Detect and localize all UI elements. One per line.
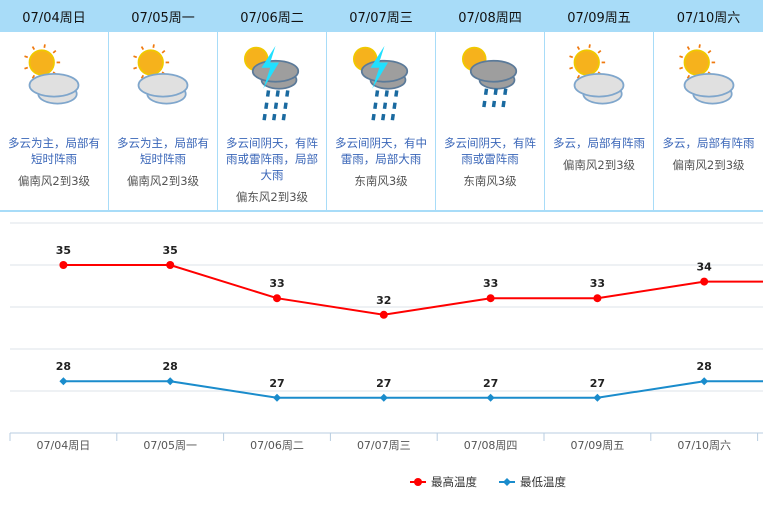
low-temp-point — [166, 377, 175, 386]
x-tick-label: 07/06周二 — [250, 439, 304, 452]
partly-cloudy-icon — [24, 44, 80, 105]
low-temp-point — [379, 393, 388, 402]
partly-cloudy-icon — [569, 44, 625, 105]
data-label: 33 — [590, 277, 605, 290]
high-temp-point — [700, 277, 709, 286]
low-temp-point — [273, 393, 281, 402]
x-tick-label: 07/10周六 — [677, 439, 731, 452]
thunderstorm-icon — [244, 45, 300, 121]
day-date: 07/09周五 — [545, 0, 653, 32]
high-temp-point — [166, 261, 175, 269]
legend-high-marker — [410, 478, 426, 486]
wind-info: 偏南风2到3级 — [562, 158, 636, 172]
low-temp-point — [486, 393, 495, 402]
low-temp-point — [700, 377, 709, 386]
day-date: 07/07周三 — [327, 0, 435, 32]
x-tick-label: 07/08周四 — [464, 439, 518, 452]
partly-cloudy-icon — [678, 44, 734, 105]
data-label: 33 — [483, 277, 498, 290]
x-tick-label: 07/09周五 — [571, 439, 625, 452]
partly-cloudy-icon — [133, 44, 189, 105]
data-label: 32 — [376, 294, 391, 307]
temperature-chart: 07/04周日 07/05周一 07/06周二 07/07周三 07/08周四 07/09… — [9, 222, 763, 452]
high-temp-point — [273, 294, 281, 303]
weather-description: 多云，局部有阵雨 — [553, 136, 645, 150]
day-date: 07/08周四 — [436, 0, 544, 32]
weather-description: 多云间阴天，有阵雨或雷阵雨 — [444, 136, 536, 166]
data-label: 27 — [376, 377, 391, 390]
legend-high-label: 最高温度 — [431, 475, 477, 489]
wind-info: 偏南风2到3级 — [672, 158, 745, 172]
legend-low-label: 最低温度 — [520, 475, 566, 489]
wind-info: 东南风3级 — [463, 174, 517, 188]
data-label: 27 — [269, 377, 284, 390]
high-temp-point — [593, 294, 602, 303]
day-date: 07/10周六 — [654, 0, 763, 32]
forecast-days: 07/04周日 多云为主，局部有短时阵雨 偏南风2到3级 07/05周一 多云为主… — [0, 0, 763, 212]
x-tick-label: 07/05周一 — [143, 439, 197, 452]
data-label: 28 — [56, 360, 71, 373]
day-card: 07/06周二 多云间阴天，有阵雨或雷阵雨，局部大雨 偏东风2到3级 — [218, 0, 327, 210]
legend-low[interactable]: 最低温度 — [499, 474, 566, 490]
data-label: 27 — [483, 377, 498, 390]
day-date: 07/05周一 — [109, 0, 217, 32]
day-card: 07/04周日 多云为主，局部有短时阵雨 偏南风2到3级 — [0, 0, 109, 210]
legend-low-marker — [499, 478, 515, 486]
day-card: 07/10周六 多云，局部有阵雨 偏南风2到3级 — [654, 0, 763, 210]
high-temp-point — [379, 310, 388, 319]
day-card: 07/09周五 多云，局部有阵雨 偏南风2到3级 — [545, 0, 654, 210]
weather-description: 多云，局部有阵雨 — [662, 136, 755, 150]
day-card: 07/05周一 多云为主，局部有短时阵雨 偏南风2到3级 — [109, 0, 218, 210]
low-temp-point — [59, 377, 68, 386]
day-date: 07/06周二 — [218, 0, 326, 32]
data-label: 28 — [163, 360, 178, 373]
low-temp-point — [593, 393, 602, 402]
data-label: 35 — [163, 244, 178, 257]
thunderstorm-icon — [353, 45, 409, 121]
chart-legend: 最高温度 最低温度 — [410, 474, 566, 490]
x-tick-label: 07/04周日 — [37, 439, 91, 452]
wind-info: 偏南风2到3级 — [17, 174, 91, 188]
wind-info: 东南风3级 — [354, 174, 408, 188]
high-temp-point — [486, 294, 495, 303]
sun-rain-icon — [462, 46, 518, 108]
data-label: 28 — [697, 360, 712, 373]
series-line-low — [63, 380, 763, 399]
legend-high[interactable]: 最高温度 — [410, 474, 477, 490]
data-label: 27 — [590, 377, 605, 390]
weather-description: 多云间阴天，有中雷雨，局部大雨 — [335, 136, 427, 166]
day-card: 07/07周三 多云间阴天，有中雷雨，局部大雨 东南风3级 — [327, 0, 436, 210]
data-label: 34 — [697, 261, 713, 274]
weather-description: 多云为主，局部有短时阵雨 — [8, 136, 100, 166]
data-label: 35 — [56, 244, 71, 257]
x-tick-label: 07/07周三 — [357, 439, 411, 452]
data-label: 33 — [269, 277, 284, 290]
high-temp-point — [59, 261, 68, 269]
weather-description: 多云为主，局部有短时阵雨 — [117, 136, 209, 166]
weather-description: 多云间阴天，有阵雨或雷阵雨，局部大雨 — [226, 136, 318, 182]
wind-info: 偏东风2到3级 — [235, 190, 309, 204]
day-card: 07/08周四 多云间阴天，有阵雨或雷阵雨 东南风3级 — [436, 0, 545, 210]
wind-info: 偏南风2到3级 — [126, 174, 200, 188]
series-line-high — [63, 264, 763, 316]
day-date: 07/04周日 — [0, 0, 108, 32]
